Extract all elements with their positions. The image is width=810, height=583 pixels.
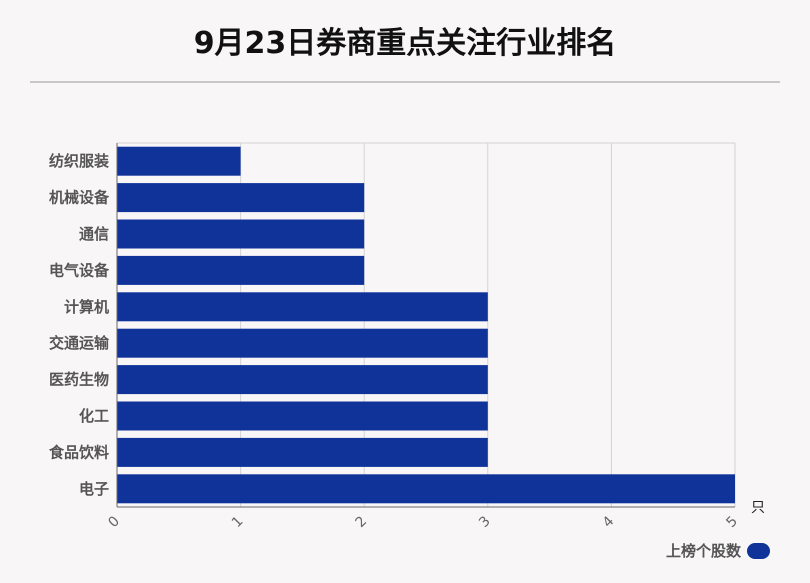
title-divider [30, 81, 780, 83]
chart-title: 9月23日券商重点关注行业排名 [193, 26, 617, 61]
bar [117, 328, 488, 358]
bar [117, 292, 488, 322]
category-label: 通信 [79, 225, 109, 243]
legend-label: 上榜个股数 [665, 542, 741, 560]
category-label: 计算机 [64, 298, 109, 316]
bar [117, 401, 488, 431]
category-label: 食品饮料 [49, 443, 109, 461]
category-label: 电子 [79, 480, 109, 498]
bar [117, 183, 365, 213]
category-label: 化工 [79, 407, 109, 425]
x-tick-label: 3 [476, 513, 494, 531]
bar [117, 474, 735, 504]
x-tick-label: 1 [229, 513, 247, 531]
x-unit-label: 只 [751, 500, 765, 516]
category-label: 电气设备 [49, 261, 110, 279]
bar [117, 437, 488, 467]
x-tick-label: 0 [105, 513, 123, 531]
bar [117, 365, 488, 395]
x-tick-label: 2 [353, 513, 371, 531]
bar [117, 146, 241, 176]
bar [117, 219, 365, 249]
x-tick-label: 4 [600, 513, 618, 531]
x-tick-label: 5 [723, 513, 741, 531]
legend: 上榜个股数 [666, 540, 770, 561]
category-label: 医药生物 [49, 371, 109, 389]
category-label: 机械设备 [49, 189, 110, 207]
legend-swatch [747, 542, 770, 559]
category-label: 纺织服装 [49, 152, 110, 170]
category-label: 交通运输 [49, 334, 110, 352]
bar [117, 255, 365, 285]
